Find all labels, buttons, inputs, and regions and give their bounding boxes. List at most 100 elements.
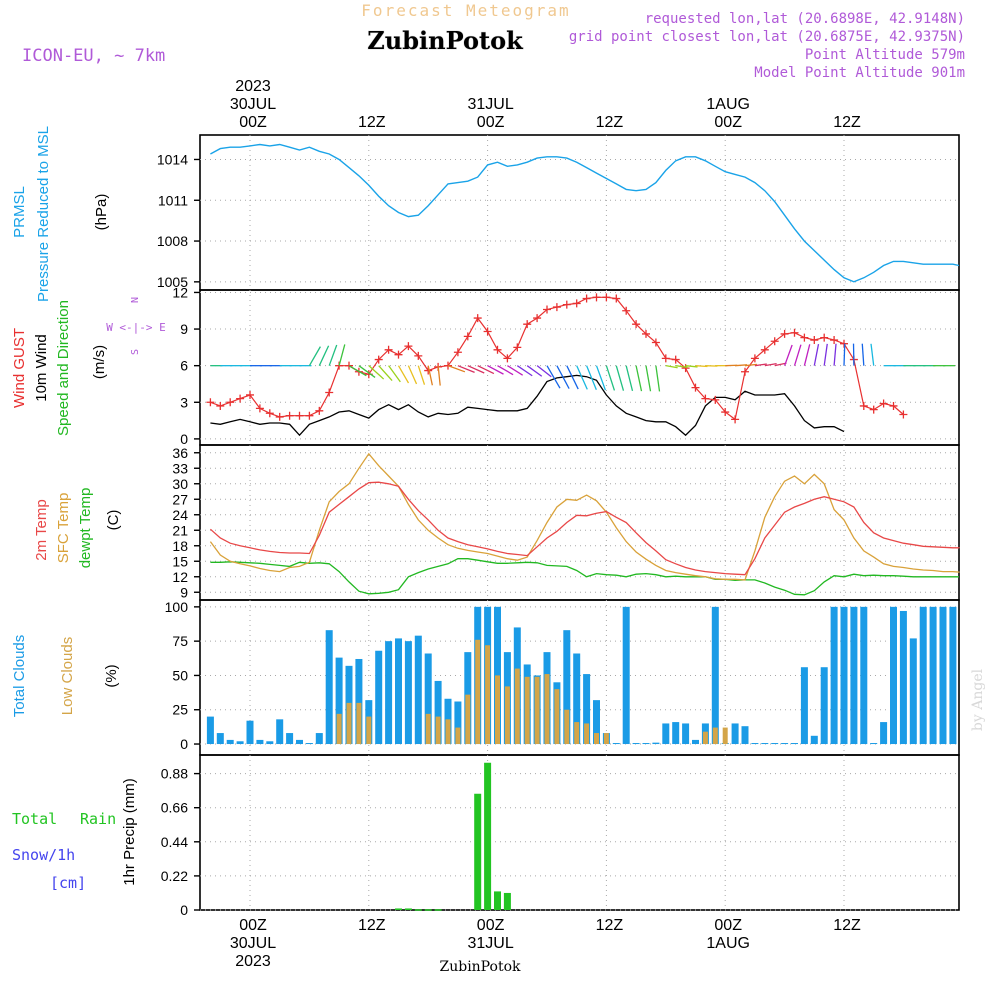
rain-bar (503, 892, 511, 910)
y-tick-label: 15 (172, 553, 188, 569)
wind-direction-arrows (210, 343, 955, 392)
total-cloud-bar (850, 606, 858, 745)
low-cloud-bar (485, 645, 491, 745)
y-tick-label: 0.22 (161, 868, 188, 884)
top-time-label: 1AUG (706, 96, 750, 113)
gust-marker (543, 305, 551, 314)
gust-marker (840, 339, 848, 348)
gust-marker (295, 411, 304, 420)
total-cloud-bar (305, 743, 313, 745)
wind-arrow (803, 344, 811, 366)
total-cloud-bar (692, 739, 699, 745)
pressure-panel: 1005 1008 1011 1014 PRMSL Pressure Reduced … (11, 126, 960, 302)
y-tick-label: 100 (165, 599, 189, 615)
pressure-line (210, 143, 960, 283)
total-cloud-bar (236, 741, 244, 745)
top-time-label: 00Z (714, 114, 742, 131)
y-tick-label: 12 (172, 284, 188, 300)
low-cloud-bar (435, 716, 441, 745)
temperature-grid (200, 445, 959, 600)
wind-arrow (576, 365, 588, 390)
bottom-time-label: 12Z (833, 917, 861, 934)
wind-arrow (318, 345, 330, 366)
total-cloud-bar (454, 701, 462, 745)
location-title: ZubinPotok (367, 26, 524, 55)
gust-marker (780, 329, 789, 338)
gust-marker (325, 388, 334, 397)
gust-marker (820, 333, 829, 342)
wind-arrow (358, 365, 376, 378)
total-cloud-bar (216, 733, 224, 745)
total-cloud-bar (622, 606, 630, 745)
wind-arrow (625, 365, 634, 392)
gust-marker (731, 415, 740, 424)
wind-arrow (566, 365, 579, 390)
total-cloud-bar (325, 630, 333, 745)
y-tick-label: 24 (172, 507, 188, 523)
total-cloud-bar (949, 606, 957, 745)
bottom-time-label: 31JUL (467, 935, 513, 952)
bottom-time-label: 00Z (477, 917, 505, 934)
total-cloud-bar (711, 606, 719, 745)
gust-marker (889, 401, 898, 410)
gust-marker (345, 361, 353, 370)
pressure-grid (200, 135, 959, 290)
total-cloud-bar (385, 641, 393, 745)
gust-marker (800, 333, 809, 342)
total-cloud-bar (741, 726, 749, 745)
gust-marker (404, 342, 413, 351)
precip-grid (200, 755, 959, 911)
wind-arrow (467, 365, 485, 374)
gust-marker (265, 409, 274, 418)
wind-arrow (833, 343, 837, 366)
wind-arrow (378, 365, 393, 381)
top-time-label: 00Z (477, 114, 505, 131)
gust-marker (562, 300, 571, 309)
wind-arrow (744, 363, 758, 367)
wind-arrow (507, 365, 524, 376)
total-cloud-bar (286, 733, 294, 745)
total-cloud-bar (375, 650, 383, 745)
bottom-time-label: 1AUG (706, 935, 750, 952)
wind-arrow (477, 365, 495, 375)
total-cloud-bar (909, 638, 917, 745)
top-time-label: 12Z (596, 114, 624, 131)
gust-marker (810, 336, 819, 345)
wind-arrow (675, 365, 688, 368)
gust-marker (226, 398, 235, 407)
clouds-panel: 0 25 50 75 100 Total Clouds Low Clouds (%) b… (11, 599, 986, 756)
precip-total-label: Total (12, 810, 57, 828)
bottom-time-label: 12Z (358, 917, 386, 934)
bottom-time-label: 00Z (239, 917, 267, 934)
wind-arrow (685, 365, 698, 368)
y-tick-label: 30 (172, 476, 188, 492)
gust-marker (572, 299, 581, 308)
surface-temp-line (209, 452, 960, 581)
total-cloud-bar (246, 720, 254, 745)
y-tick-label: 33 (172, 460, 188, 476)
y-tick-label: 0 (180, 736, 188, 752)
wind-arrow (427, 365, 433, 386)
wind-arrow (437, 365, 441, 386)
y-tick-label: 1005 (157, 274, 188, 290)
total-cloud-bar (206, 716, 214, 745)
gust-marker (750, 354, 759, 363)
pressure-label-desc: Pressure Reduced to MSL (35, 126, 52, 302)
gust-marker (869, 405, 878, 414)
gust-marker (503, 354, 512, 363)
low-cloud-bar (445, 719, 451, 745)
gust-marker (285, 411, 294, 420)
rain-bars (395, 762, 511, 911)
total-cloud-bar (682, 723, 690, 745)
wind-arrow (388, 365, 401, 383)
wind-arrow (843, 343, 846, 366)
wind-arrow (497, 365, 514, 376)
wind-speed-label: 10m Wind (33, 334, 50, 402)
y-tick-label: 1011 (158, 192, 188, 208)
low-cloud-bar (514, 668, 520, 745)
total-cloud-bar (573, 653, 581, 745)
rain-bar (404, 908, 412, 910)
gust-marker (661, 354, 670, 363)
